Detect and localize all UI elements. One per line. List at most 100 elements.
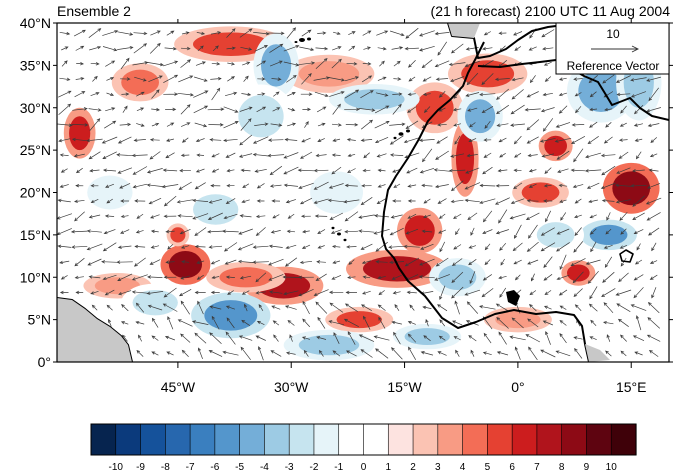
wind-vector — [239, 28, 253, 38]
wind-vector — [464, 289, 481, 296]
wind-vector — [268, 274, 284, 281]
wind-vector — [407, 333, 417, 343]
wind-vector — [239, 214, 252, 218]
wind-vector — [88, 108, 102, 112]
wind-vector — [297, 168, 315, 172]
wind-vector — [573, 336, 583, 340]
wind-vector — [60, 168, 68, 173]
wind-vector — [511, 317, 524, 329]
lat-tick-label: 30°N — [20, 100, 51, 116]
wind-vector — [211, 153, 220, 158]
wind-vector — [301, 72, 312, 85]
wind-vector — [541, 29, 555, 38]
wind-vector — [269, 60, 283, 67]
wind-vector — [269, 165, 283, 176]
wind-vector — [240, 346, 251, 361]
wind-vector — [571, 123, 585, 127]
anomaly-core — [94, 277, 141, 295]
wind-vector — [74, 257, 85, 267]
wind-vector — [407, 213, 417, 219]
wind-vector — [270, 123, 283, 127]
wind-vector — [513, 259, 522, 265]
wind-vector — [556, 242, 570, 252]
wind-vector — [317, 316, 326, 329]
wind-vector — [165, 152, 175, 159]
wind-vector — [240, 46, 253, 51]
wind-vector — [327, 198, 345, 203]
colorbar-label: 4 — [460, 462, 466, 471]
wind-vector — [574, 227, 582, 237]
wind-vector — [484, 120, 491, 129]
wind-vector — [603, 136, 613, 144]
wind-vector — [470, 349, 475, 357]
wind-vector — [514, 346, 521, 360]
wind-vector — [59, 153, 69, 157]
wind-vector — [466, 301, 479, 314]
wind-vector — [165, 260, 175, 264]
wind-vector — [484, 243, 491, 251]
wind-vector — [539, 137, 556, 143]
wind-vector — [133, 43, 148, 54]
wind-vector — [329, 90, 345, 97]
wind-vector — [180, 275, 191, 280]
wind-vector — [71, 137, 87, 142]
wind-vector — [269, 43, 284, 53]
wind-vector — [466, 72, 479, 86]
wind-vector — [195, 168, 205, 173]
wind-vector — [240, 168, 251, 173]
wind-vector — [615, 199, 631, 204]
wind-vector — [329, 302, 344, 313]
wind-vector — [362, 168, 371, 173]
wind-vector — [482, 210, 493, 223]
colorbar-swatch — [536, 423, 563, 456]
wind-vector — [90, 62, 100, 66]
wind-vector — [648, 168, 659, 172]
wind-vector — [57, 244, 72, 248]
wind-vector — [149, 42, 161, 54]
wind-vector — [375, 92, 389, 97]
lat-tick-label: 35°N — [20, 57, 51, 73]
wind-vector — [450, 43, 464, 54]
wind-vector — [270, 350, 282, 357]
colorbar-swatch — [239, 423, 266, 456]
wind-vector — [510, 104, 525, 115]
wind-vector — [554, 137, 572, 143]
wind-vector — [238, 259, 254, 264]
wind-vector — [348, 31, 356, 36]
wind-vector — [570, 135, 586, 144]
wind-vector — [619, 244, 628, 249]
lon-tick-label: 15°W — [387, 379, 422, 395]
wind-vector — [375, 260, 388, 264]
wind-vector — [498, 331, 507, 345]
wind-vector — [433, 168, 451, 172]
wind-vector — [268, 31, 285, 36]
colorbar-label: 3 — [435, 462, 441, 471]
wind-vector — [194, 182, 206, 190]
wind-vector — [529, 303, 537, 312]
wind-vector — [479, 305, 496, 310]
wind-vector — [283, 290, 299, 296]
wind-vector — [543, 199, 553, 203]
wind-vector — [299, 197, 313, 205]
wind-vector — [344, 183, 358, 188]
wind-vector — [192, 213, 209, 220]
wind-vector — [330, 229, 342, 234]
wind-vector — [242, 61, 251, 66]
wind-vector — [167, 316, 174, 330]
wind-vector — [390, 214, 403, 219]
wind-vector — [423, 214, 431, 219]
colorbar: -10 -9 -8 -7 -6 -5 -4 -3 -2 -1 0 1 2 3 4 5 6 7 8 9 10 — [90, 423, 637, 471]
wind-vector — [208, 350, 223, 357]
wind-vector — [559, 305, 567, 310]
wind-vector — [574, 304, 582, 311]
wind-vector — [555, 122, 571, 128]
wind-vector — [634, 351, 643, 356]
coastline-mediterranean — [477, 59, 669, 121]
wind-vector — [120, 321, 129, 325]
wind-vector — [267, 138, 284, 142]
wind-vector — [574, 198, 582, 204]
colorbar-swatch — [561, 423, 588, 456]
wind-vector — [284, 137, 298, 142]
wind-vector — [106, 76, 115, 81]
wind-vector — [135, 320, 145, 325]
